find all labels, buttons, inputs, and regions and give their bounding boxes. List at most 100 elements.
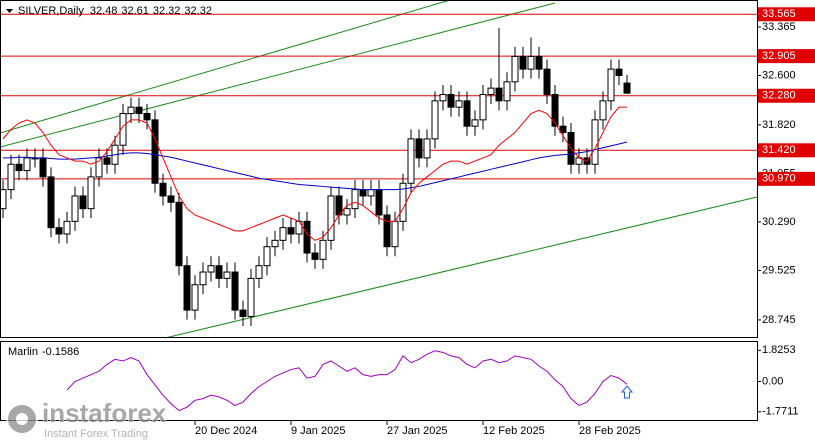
signal-arrow bbox=[620, 385, 634, 399]
candle-body bbox=[87, 176, 95, 210]
candle-body bbox=[447, 93, 455, 108]
channel-line bbox=[164, 196, 758, 339]
indicator-panel: 1.8253 0.00 -1.7711 bbox=[66, 344, 799, 418]
candle-body bbox=[207, 265, 215, 273]
moving-average bbox=[2, 106, 627, 241]
candle-body bbox=[175, 201, 183, 267]
level-label-box bbox=[758, 7, 815, 22]
candle-body bbox=[215, 265, 223, 279]
level-label: 33.565 bbox=[762, 8, 796, 20]
candle-body bbox=[535, 55, 543, 70]
channel-line bbox=[0, 2, 556, 148]
candle-body bbox=[0, 189, 7, 210]
candle-body bbox=[279, 227, 287, 241]
candle-body bbox=[415, 138, 423, 159]
candle-body bbox=[343, 208, 351, 216]
x-tick-label: 28 Feb 2025 bbox=[579, 425, 641, 437]
logo-name: instaforex bbox=[42, 398, 167, 428]
indicator-line bbox=[66, 350, 628, 412]
candle-body bbox=[271, 239, 279, 248]
menu-arrow bbox=[6, 9, 13, 13]
candle-body bbox=[327, 195, 335, 241]
candle-body bbox=[183, 265, 191, 311]
candle-body bbox=[463, 100, 471, 127]
candle-body bbox=[591, 119, 599, 165]
candle-body bbox=[487, 87, 495, 95]
candle-body bbox=[95, 157, 103, 178]
y-tick-label: 29.525 bbox=[762, 264, 796, 276]
candle-body bbox=[351, 189, 359, 210]
moving-average bbox=[3, 141, 628, 191]
candle-body bbox=[519, 55, 527, 70]
y-tick-label: 33.365 bbox=[762, 21, 796, 33]
candle-body bbox=[71, 195, 79, 222]
y-tick-label: 31.820 bbox=[762, 119, 796, 131]
level-label: 31.420 bbox=[762, 144, 796, 156]
candle-body bbox=[199, 271, 207, 286]
candle-body bbox=[599, 100, 607, 121]
x-tick-label: 27 Jan 2025 bbox=[387, 425, 448, 437]
candle-body bbox=[551, 93, 559, 127]
logo-tagline: Instant Forex Trading bbox=[44, 428, 148, 440]
candle-body bbox=[287, 227, 295, 235]
level-label-box bbox=[758, 88, 815, 103]
candle-body bbox=[143, 113, 151, 121]
candle-body bbox=[439, 93, 447, 102]
level-label-box bbox=[758, 171, 815, 186]
candle-body bbox=[527, 55, 535, 70]
y-tick-label: 1.8253 bbox=[762, 344, 796, 356]
y-tick-label: 32.600 bbox=[762, 69, 796, 81]
x-tick-label: 20 Dec 2024 bbox=[195, 425, 257, 437]
candle-body bbox=[15, 163, 23, 172]
indicator-name: Marlin bbox=[8, 346, 38, 358]
candle-body bbox=[383, 214, 391, 248]
indicator-value: -0.1586 bbox=[42, 346, 79, 358]
candle-body bbox=[495, 87, 503, 102]
trend-lines bbox=[0, 0, 758, 339]
candle-body bbox=[423, 138, 431, 159]
main-frame bbox=[0, 0, 758, 338]
watermark: instaforex Instant Forex Trading bbox=[6, 397, 168, 441]
candle-body bbox=[503, 81, 511, 102]
y-tick-label: 30.290 bbox=[762, 216, 796, 228]
candle-body bbox=[559, 125, 567, 134]
candle-body bbox=[167, 195, 175, 203]
level-label: 30.970 bbox=[762, 173, 796, 185]
candle-body bbox=[79, 195, 87, 210]
candle-body bbox=[511, 55, 519, 83]
channel-line bbox=[0, 0, 451, 134]
candle-body bbox=[367, 189, 375, 197]
candle-body bbox=[303, 220, 311, 254]
open-value: 32.48 bbox=[90, 5, 118, 17]
candle-body bbox=[407, 138, 415, 184]
candle-body bbox=[231, 271, 239, 311]
low-value: 32.32 bbox=[153, 5, 181, 17]
candle-body bbox=[359, 189, 367, 197]
candle-body bbox=[295, 220, 303, 235]
candle-body bbox=[263, 246, 271, 267]
candle-body bbox=[23, 157, 31, 172]
x-tick-label: 9 Jan 2025 bbox=[291, 425, 345, 437]
candle-body bbox=[391, 220, 399, 248]
candle-body bbox=[255, 265, 263, 279]
level-label-box bbox=[758, 143, 815, 158]
candle-body bbox=[311, 252, 319, 260]
candle-body bbox=[7, 163, 15, 191]
candle-body bbox=[623, 82, 631, 94]
y-tick-label: -1.7711 bbox=[762, 406, 799, 418]
indicator-title: Marlin -0.1586 bbox=[8, 346, 79, 358]
candle-body bbox=[135, 106, 143, 115]
x-tick-label: 12 Feb 2025 bbox=[483, 425, 545, 437]
y-tick-label: 0.00 bbox=[762, 375, 783, 387]
candle-body bbox=[55, 227, 63, 235]
level-label: 32.905 bbox=[762, 50, 796, 62]
candle-body bbox=[479, 93, 487, 121]
candle-body bbox=[543, 68, 551, 95]
candle-body bbox=[39, 157, 47, 178]
chart-title: SILVER,Daily 32.48 32.61 32.32 32.32 bbox=[18, 5, 212, 17]
candle-body bbox=[239, 309, 247, 317]
candle-body bbox=[607, 68, 615, 102]
candle-body bbox=[247, 277, 255, 317]
